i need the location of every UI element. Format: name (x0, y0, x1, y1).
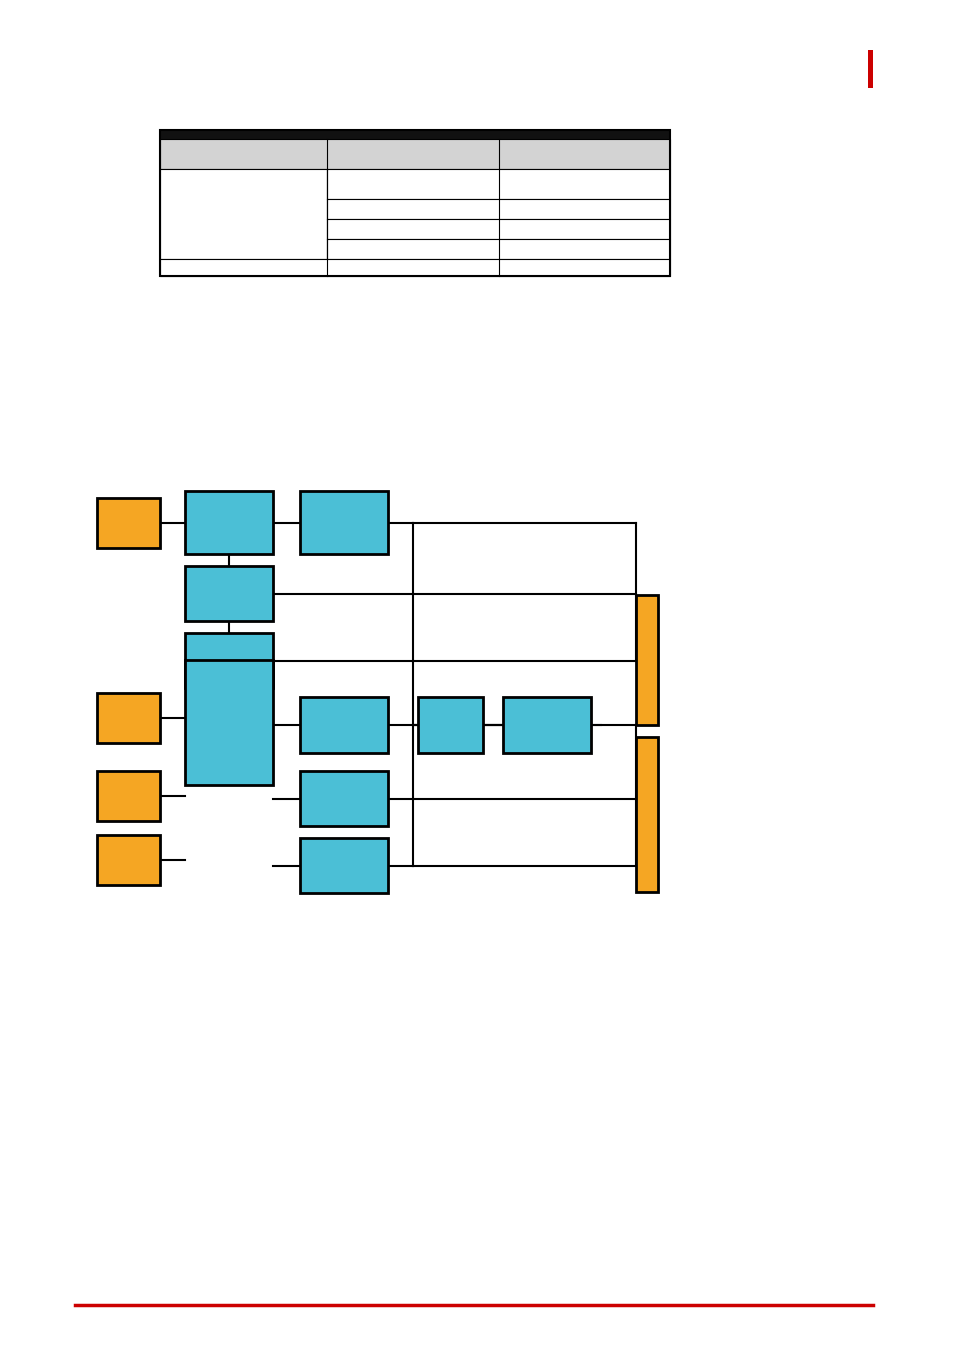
Bar (160, 139, 669, 169)
Bar (327, 239, 669, 260)
Bar (502, 698, 590, 753)
Bar (327, 219, 669, 239)
Bar (160, 130, 669, 276)
Bar (327, 169, 669, 199)
Bar (185, 660, 273, 786)
Bar (299, 491, 388, 554)
Bar (636, 595, 658, 725)
Bar (185, 566, 273, 621)
Bar (97, 836, 160, 886)
Bar (160, 260, 669, 276)
Bar (327, 199, 669, 219)
Bar (160, 130, 669, 139)
Bar (867, 50, 872, 88)
Bar (185, 633, 273, 688)
Bar (299, 698, 388, 753)
Bar (417, 698, 482, 753)
Bar (299, 838, 388, 894)
Bar (299, 771, 388, 826)
Bar (97, 771, 160, 821)
Bar (185, 491, 273, 554)
Bar (97, 694, 160, 744)
Bar (97, 498, 160, 548)
Bar (160, 169, 327, 260)
Bar (636, 737, 658, 892)
